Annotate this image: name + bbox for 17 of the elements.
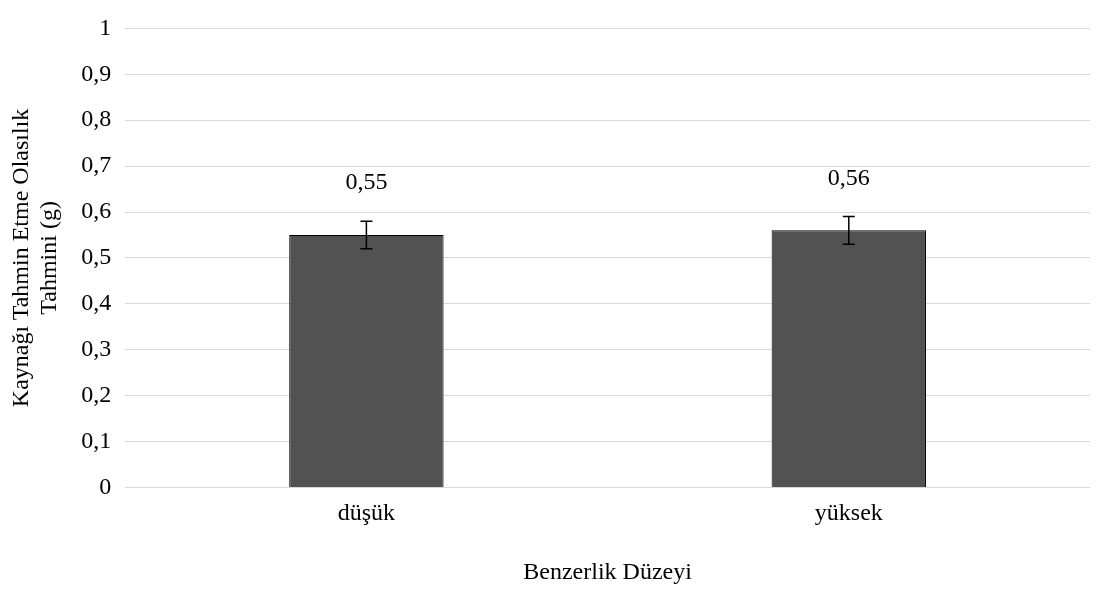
y-tick-label: 0,3 (81, 335, 112, 361)
y-tick-label: 0,2 (81, 380, 112, 407)
y-tick-label: 0,7 (81, 151, 112, 178)
y-tick-label: 0,6 (81, 197, 112, 224)
data-label: 0,56 (827, 163, 870, 190)
y-tick-label: 0,8 (81, 105, 112, 132)
x-tick-label: yüksek (814, 499, 883, 526)
y-tick-label: 0,5 (81, 243, 112, 270)
y-tick-label: 0 (99, 472, 112, 499)
data-label: 0,55 (345, 168, 388, 195)
y-tick-label: 0,1 (81, 426, 112, 453)
x-tick-label: düşük (337, 499, 396, 526)
x-axis-title: Benzerlik Düzeyi (523, 557, 693, 584)
y-axis-title: Kaynağı Tahmin Etme Olasılık Tahmini (g) (7, 108, 61, 408)
y-tick-label: 0,9 (81, 59, 112, 86)
y-tick-label: 0,4 (81, 289, 112, 316)
y-tick-label: 1 (99, 13, 112, 40)
